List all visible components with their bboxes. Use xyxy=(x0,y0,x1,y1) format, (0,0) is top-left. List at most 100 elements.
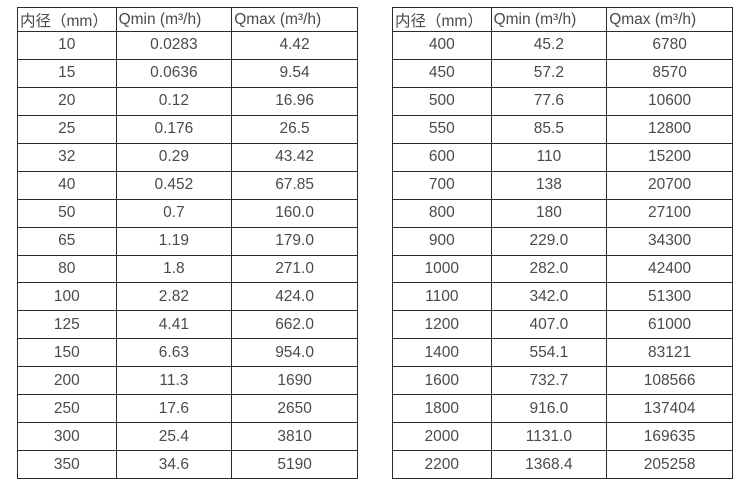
table-row: 900 229.0 34300 xyxy=(392,226,733,256)
cell-qmin: 554.1 xyxy=(490,338,608,368)
cell-diameter: 10 xyxy=(17,31,117,60)
cell-qmax: 662.0 xyxy=(231,310,358,340)
cell-qmin: 180 xyxy=(490,198,608,228)
cell-qmax: 205258 xyxy=(606,450,733,479)
cell-diameter: 1400 xyxy=(392,338,492,368)
cell-qmin: 138 xyxy=(490,170,608,200)
cell-diameter: 550 xyxy=(392,114,492,144)
table-row: 250 17.6 2650 xyxy=(17,394,358,424)
cell-qmin: 229.0 xyxy=(490,226,608,256)
table-row: 450 57.2 8570 xyxy=(392,58,733,88)
table-row: 1200 407.0 61000 xyxy=(392,310,733,340)
table-row: 200 11.3 1690 xyxy=(17,366,358,396)
cell-diameter: 100 xyxy=(17,282,117,312)
cell-qmin: 1368.4 xyxy=(490,450,608,479)
column-header-diameter: 内径（mm） xyxy=(17,7,117,32)
cell-qmin: 2.82 xyxy=(115,282,233,312)
table-row: 40 0.452 67.85 xyxy=(17,170,358,200)
cell-qmax: 61000 xyxy=(606,310,733,340)
cell-diameter: 800 xyxy=(392,198,492,228)
cell-qmin: 342.0 xyxy=(490,282,608,312)
cell-diameter: 300 xyxy=(17,422,117,452)
cell-qmax: 954.0 xyxy=(231,338,358,368)
column-header-diameter: 内径（mm） xyxy=(392,7,492,32)
cell-qmax: 169635 xyxy=(606,422,733,452)
cell-qmax: 8570 xyxy=(606,58,733,88)
flow-rate-table-right: 内径（mm） Qmin (m³/h) Qmax (m³/h) 400 45.2 … xyxy=(392,7,733,479)
header-row: 内径（mm） Qmin (m³/h) Qmax (m³/h) xyxy=(392,7,733,32)
cell-qmin: 6.63 xyxy=(115,338,233,368)
cell-diameter: 32 xyxy=(17,142,117,172)
cell-qmin: 34.6 xyxy=(115,450,233,479)
table-row: 1600 732.7 108566 xyxy=(392,366,733,396)
cell-diameter: 350 xyxy=(17,450,117,479)
cell-diameter: 25 xyxy=(17,114,117,144)
cell-diameter: 1000 xyxy=(392,254,492,284)
cell-qmax: 10600 xyxy=(606,86,733,116)
table-row: 600 110 15200 xyxy=(392,142,733,172)
column-header-qmax: Qmax (m³/h) xyxy=(231,7,358,32)
cell-qmin: 1.8 xyxy=(115,254,233,284)
cell-qmax: 16.96 xyxy=(231,86,358,116)
cell-diameter: 15 xyxy=(17,58,117,88)
table-row: 700 138 20700 xyxy=(392,170,733,200)
table-row: 1400 554.1 83121 xyxy=(392,338,733,368)
table-row: 25 0.176 26.5 xyxy=(17,114,358,144)
cell-qmax: 5190 xyxy=(231,450,358,479)
cell-qmin: 57.2 xyxy=(490,58,608,88)
table-row: 800 180 27100 xyxy=(392,198,733,228)
cell-qmin: 1131.0 xyxy=(490,422,608,452)
flow-rate-table-left: 内径（mm） Qmin (m³/h) Qmax (m³/h) 10 0.0283… xyxy=(17,7,358,479)
cell-qmin: 0.7 xyxy=(115,198,233,228)
cell-diameter: 125 xyxy=(17,310,117,340)
cell-qmin: 17.6 xyxy=(115,394,233,424)
cell-qmin: 732.7 xyxy=(490,366,608,396)
cell-qmax: 2650 xyxy=(231,394,358,424)
cell-diameter: 900 xyxy=(392,226,492,256)
cell-qmin: 0.452 xyxy=(115,170,233,200)
table-body: 400 45.2 6780 450 57.2 8570 500 77.6 106… xyxy=(392,31,733,479)
cell-qmax: 15200 xyxy=(606,142,733,172)
cell-qmin: 0.12 xyxy=(115,86,233,116)
cell-qmin: 4.41 xyxy=(115,310,233,340)
cell-qmax: 42400 xyxy=(606,254,733,284)
cell-qmax: 160.0 xyxy=(231,198,358,228)
table-row: 15 0.0636 9.54 xyxy=(17,58,358,88)
table-row: 500 77.6 10600 xyxy=(392,86,733,116)
cell-qmax: 34300 xyxy=(606,226,733,256)
cell-diameter: 1600 xyxy=(392,366,492,396)
cell-diameter: 150 xyxy=(17,338,117,368)
cell-diameter: 80 xyxy=(17,254,117,284)
cell-qmin: 0.176 xyxy=(115,114,233,144)
cell-qmin: 282.0 xyxy=(490,254,608,284)
cell-diameter: 400 xyxy=(392,31,492,60)
cell-diameter: 450 xyxy=(392,58,492,88)
cell-qmin: 85.5 xyxy=(490,114,608,144)
table-header: 内径（mm） Qmin (m³/h) Qmax (m³/h) xyxy=(17,7,358,32)
table-row: 32 0.29 43.42 xyxy=(17,142,358,172)
cell-qmin: 0.0636 xyxy=(115,58,233,88)
table-row: 125 4.41 662.0 xyxy=(17,310,358,340)
table-row: 350 34.6 5190 xyxy=(17,450,358,479)
cell-qmax: 4.42 xyxy=(231,31,358,60)
table-row: 100 2.82 424.0 xyxy=(17,282,358,312)
cell-qmin: 110 xyxy=(490,142,608,172)
cell-qmax: 43.42 xyxy=(231,142,358,172)
cell-qmax: 51300 xyxy=(606,282,733,312)
table-row: 80 1.8 271.0 xyxy=(17,254,358,284)
cell-qmax: 83121 xyxy=(606,338,733,368)
cell-qmax: 27100 xyxy=(606,198,733,228)
cell-qmax: 271.0 xyxy=(231,254,358,284)
cell-qmax: 179.0 xyxy=(231,226,358,256)
cell-diameter: 200 xyxy=(17,366,117,396)
column-header-qmax: Qmax (m³/h) xyxy=(606,7,733,32)
table-row: 400 45.2 6780 xyxy=(392,31,733,60)
header-row: 内径（mm） Qmin (m³/h) Qmax (m³/h) xyxy=(17,7,358,32)
cell-diameter: 1100 xyxy=(392,282,492,312)
table-row: 10 0.0283 4.42 xyxy=(17,31,358,60)
cell-qmax: 67.85 xyxy=(231,170,358,200)
cell-qmax: 6780 xyxy=(606,31,733,60)
table-row: 1100 342.0 51300 xyxy=(392,282,733,312)
cell-diameter: 2200 xyxy=(392,450,492,479)
cell-qmax: 9.54 xyxy=(231,58,358,88)
